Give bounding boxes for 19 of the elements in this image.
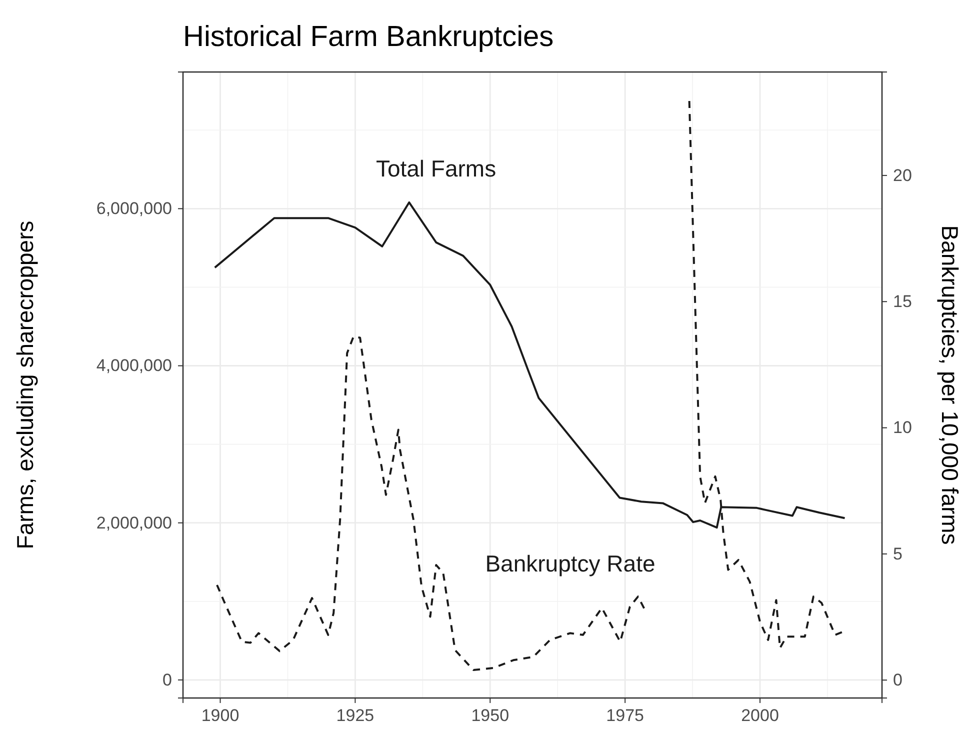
x-tick-label: 1950 bbox=[471, 706, 510, 726]
y-tick-label: 6,000,000 bbox=[96, 199, 172, 218]
y-tick-label: 2,000,000 bbox=[96, 513, 172, 532]
y2-tick-label: 20 bbox=[893, 166, 912, 185]
series-label: Total Farms bbox=[376, 155, 496, 182]
x-tick-label: 1975 bbox=[606, 706, 644, 726]
y2-tick-label: 10 bbox=[893, 418, 912, 438]
series-label: Bankruptcy Rate bbox=[485, 550, 656, 576]
y2-tick-label: 5 bbox=[893, 544, 902, 564]
y2-tick-label: 15 bbox=[893, 292, 912, 312]
x-tick-label: 1900 bbox=[201, 706, 240, 726]
y2-axis-title: Bankruptcies, per 10,000 farms bbox=[937, 225, 963, 545]
y-tick-label: 0 bbox=[162, 670, 172, 690]
x-tick-label: 1925 bbox=[336, 706, 374, 726]
y-axis-title: Farms, excluding sharecroppers bbox=[12, 220, 38, 550]
y2-tick-label: 0 bbox=[893, 670, 902, 690]
chart-title: Historical Farm Bankruptcies bbox=[183, 21, 554, 53]
x-tick-label: 2000 bbox=[741, 706, 779, 726]
y-tick-label: 4,000,000 bbox=[96, 356, 172, 376]
